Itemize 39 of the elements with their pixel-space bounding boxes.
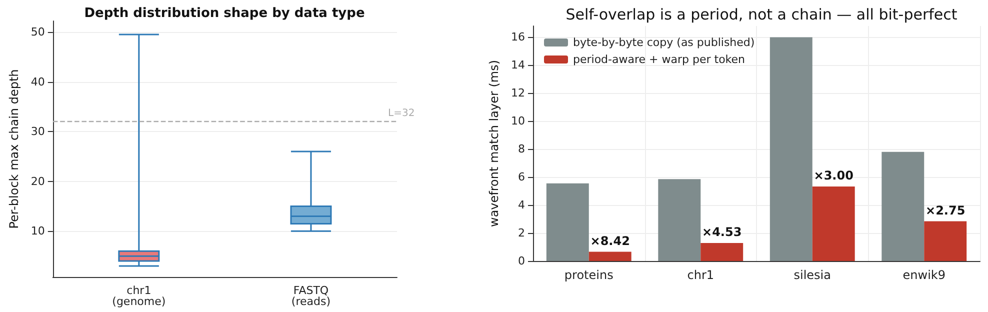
legend-label: byte-by-byte copy (as published)	[573, 36, 755, 49]
x-tick-label: chr1	[687, 268, 714, 282]
y-tick-label: 10	[511, 114, 525, 128]
y-axis-title: wavefront match layer (ms)	[487, 60, 502, 228]
y-tick-label: 20	[30, 174, 45, 188]
y-tick-label: 14	[511, 58, 525, 72]
bar	[700, 242, 744, 261]
x-tick-label: silesia	[794, 268, 831, 282]
y-tick-label: 2	[518, 226, 525, 240]
y-tick-label: 50	[30, 25, 45, 38]
y-axis-title: Per-block max chain depth	[7, 69, 21, 229]
x-tick-label: enwik9	[902, 268, 946, 282]
y-tick-label: 10	[30, 224, 45, 238]
y-tick-label: 8	[518, 142, 525, 156]
x-tick-label: proteins	[564, 268, 614, 282]
y-tick-label: 0	[518, 254, 525, 268]
y-tick-label: 30	[30, 125, 45, 138]
y-tick-label: 6	[518, 170, 525, 184]
x-tick-label: chr1 (genome)	[112, 284, 166, 308]
bar	[658, 179, 701, 261]
bar	[882, 152, 924, 261]
bar	[924, 221, 967, 261]
legend-label: period-aware + warp per token	[573, 53, 746, 66]
annotation: ×4.53	[702, 224, 742, 239]
bar	[588, 252, 632, 261]
annotation: ×2.75	[926, 203, 966, 218]
chart-title: Self-overlap is a period, not a chain — all bit-perfect	[566, 6, 958, 24]
bar	[812, 186, 855, 261]
ref-line-label: L=32	[388, 108, 415, 120]
y-tick-label: 16	[511, 30, 525, 44]
y-tick-label: 12	[511, 86, 525, 100]
annotation: ×8.42	[590, 234, 630, 248]
y-tick-label: 4	[518, 198, 525, 212]
chart-title: Depth distribution shape by data type	[84, 6, 365, 21]
x-tick-label: FASTQ (reads)	[291, 284, 331, 308]
bar	[770, 37, 812, 261]
y-tick-label: 40	[30, 75, 45, 88]
bar	[546, 183, 589, 261]
annotation: ×3.00	[814, 168, 854, 182]
